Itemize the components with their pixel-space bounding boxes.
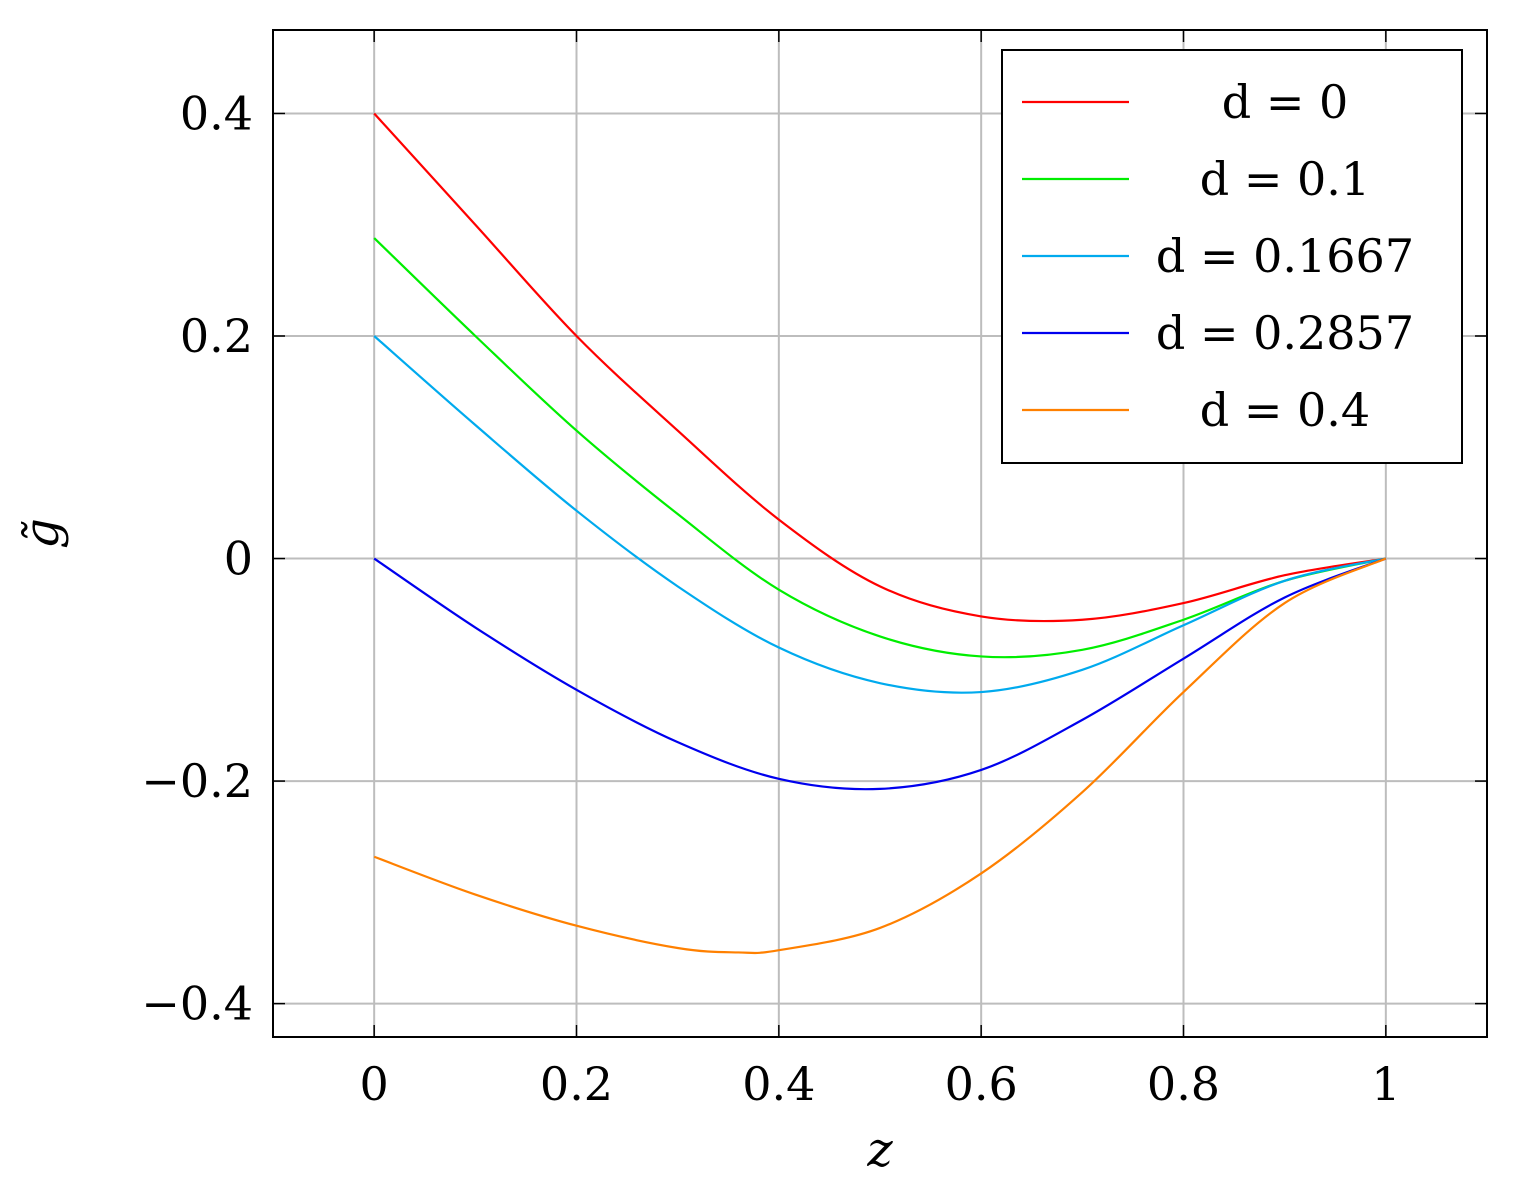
y-tick-label: 0.4: [180, 86, 253, 140]
legend-label: d = 0.4: [1200, 383, 1370, 437]
y-tick-label: −0.4: [141, 977, 253, 1031]
legend-label: d = 0.1: [1200, 152, 1370, 206]
tick-marks: [273, 30, 1487, 1037]
y-tick-label: 0.2: [180, 309, 253, 363]
legend-item: d = 0: [1022, 75, 1348, 129]
x-tick-label: 0.2: [540, 1057, 613, 1111]
y-tick-labels: −0.4 −0.2 0 0.2 0.4: [141, 86, 253, 1030]
legend-item: d = 0.2857: [1022, 306, 1414, 360]
legend-items: d = 0 d = 0.1 d = 0.1667 d = 0.2857 d = 0.4: [1022, 75, 1414, 437]
series-line-3: [373, 335, 1387, 694]
plot-frame: [272, 29, 1488, 1038]
legend-label: d = 0.1667: [1156, 229, 1414, 283]
y-axis-label: g̃: [14, 518, 70, 549]
y-tick-label: −0.2: [141, 754, 253, 808]
x-axis-label: z: [866, 1122, 893, 1178]
x-tick-labels: 0 0.2 0.4 0.6 0.8 1: [360, 1057, 1401, 1111]
series-line-5: [373, 557, 1387, 955]
legend: d = 0 d = 0.1 d = 0.1667 d = 0.2857 d = 0.4: [1001, 49, 1463, 464]
series-line-2: [373, 237, 1387, 659]
y-tick-label: 0: [224, 532, 253, 586]
legend-item: d = 0.1: [1022, 152, 1370, 206]
x-tick-label: 0.4: [742, 1057, 815, 1111]
legend-label: d = 0: [1222, 75, 1349, 129]
legend-item: d = 0.1667: [1022, 229, 1414, 283]
series-line-4: [373, 557, 1387, 791]
series-lines: [373, 112, 1387, 955]
legend-label: d = 0.2857: [1156, 306, 1414, 360]
x-tick-label: 0: [360, 1057, 389, 1111]
x-tick-label: 0.8: [1147, 1057, 1220, 1111]
series-line-1: [373, 112, 1387, 623]
x-tick-label: 0.6: [945, 1057, 1018, 1111]
legend-item: d = 0.4: [1022, 383, 1370, 437]
x-tick-label: 1: [1371, 1057, 1400, 1111]
